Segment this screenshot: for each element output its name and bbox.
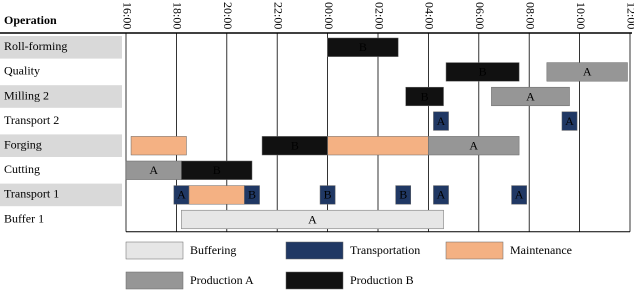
x-tick-label: 02:00 xyxy=(372,2,386,29)
row-label: Transport 1 xyxy=(4,187,59,201)
task-bar xyxy=(428,136,520,156)
task-label: A xyxy=(565,114,574,128)
x-tick-label: 18:00 xyxy=(171,2,185,29)
task-label: A xyxy=(583,65,592,79)
x-tick-label: 04:00 xyxy=(423,2,437,29)
header: Operation xyxy=(4,13,57,27)
legend-label: Transportation xyxy=(350,243,420,257)
task-label: A xyxy=(515,188,524,202)
row-label: Transport 2 xyxy=(4,113,59,127)
task-bar xyxy=(395,185,412,205)
task-label: A xyxy=(526,89,535,103)
task-bar xyxy=(561,111,578,131)
legend-swatch xyxy=(125,241,184,260)
task-label: B xyxy=(213,163,221,177)
legend-swatch xyxy=(125,271,184,290)
task-bar xyxy=(130,136,187,156)
task-bar xyxy=(433,185,449,205)
legend-swatch xyxy=(445,241,504,260)
task-label: A xyxy=(149,163,158,177)
x-tick-label: 00:00 xyxy=(322,2,336,29)
x-tick-label: 12:00 xyxy=(624,2,634,29)
task-bar xyxy=(491,86,570,107)
task-bar xyxy=(181,160,253,180)
legend-swatch xyxy=(285,241,344,260)
task-bar xyxy=(244,185,260,205)
row-shade xyxy=(0,183,122,207)
row-label: Buffer 1 xyxy=(4,211,44,225)
row-shade xyxy=(0,85,122,108)
legend-swatch xyxy=(285,271,344,290)
row-label: Milling 2 xyxy=(4,88,49,102)
row-label: Roll-forming xyxy=(4,39,67,53)
task-label: B xyxy=(291,138,299,152)
task-bar xyxy=(181,209,444,230)
task-label: A xyxy=(469,138,478,152)
task-bar xyxy=(405,86,444,107)
task-bar xyxy=(433,111,449,131)
row-shade xyxy=(0,36,122,59)
row-label: Quality xyxy=(4,64,40,78)
legend-label: Buffering xyxy=(190,243,236,257)
task-bar xyxy=(445,62,520,82)
task-label: A xyxy=(437,114,446,128)
task-label: A xyxy=(308,212,317,226)
task-label: A xyxy=(177,188,186,202)
task-label: B xyxy=(421,89,429,103)
task-label: A xyxy=(437,188,446,202)
legend-label: Maintenance xyxy=(510,243,572,257)
legend-label: Production A xyxy=(190,273,254,287)
x-tick-label: 16:00 xyxy=(120,2,134,29)
task-label: B xyxy=(399,188,407,202)
task-label: B xyxy=(479,65,487,79)
task-label: B xyxy=(248,188,256,202)
row-label: Forging xyxy=(4,137,42,151)
legend-label: Production B xyxy=(350,273,414,287)
task-bar xyxy=(327,37,399,57)
x-tick-label: 08:00 xyxy=(523,2,537,29)
task-bar xyxy=(188,185,245,205)
x-tick-label: 20:00 xyxy=(221,2,235,29)
task-bar xyxy=(327,136,429,156)
x-tick-label: 22:00 xyxy=(271,2,285,29)
row-label: Cutting xyxy=(4,162,40,176)
task-label: B xyxy=(324,188,332,202)
x-tick-label: 06:00 xyxy=(473,2,487,29)
task-bar xyxy=(546,62,628,82)
task-bar xyxy=(511,185,527,205)
row-shade xyxy=(0,134,122,157)
task-label: B xyxy=(359,40,367,54)
x-tick-label: 10:00 xyxy=(574,2,588,29)
task-bar xyxy=(319,185,336,205)
